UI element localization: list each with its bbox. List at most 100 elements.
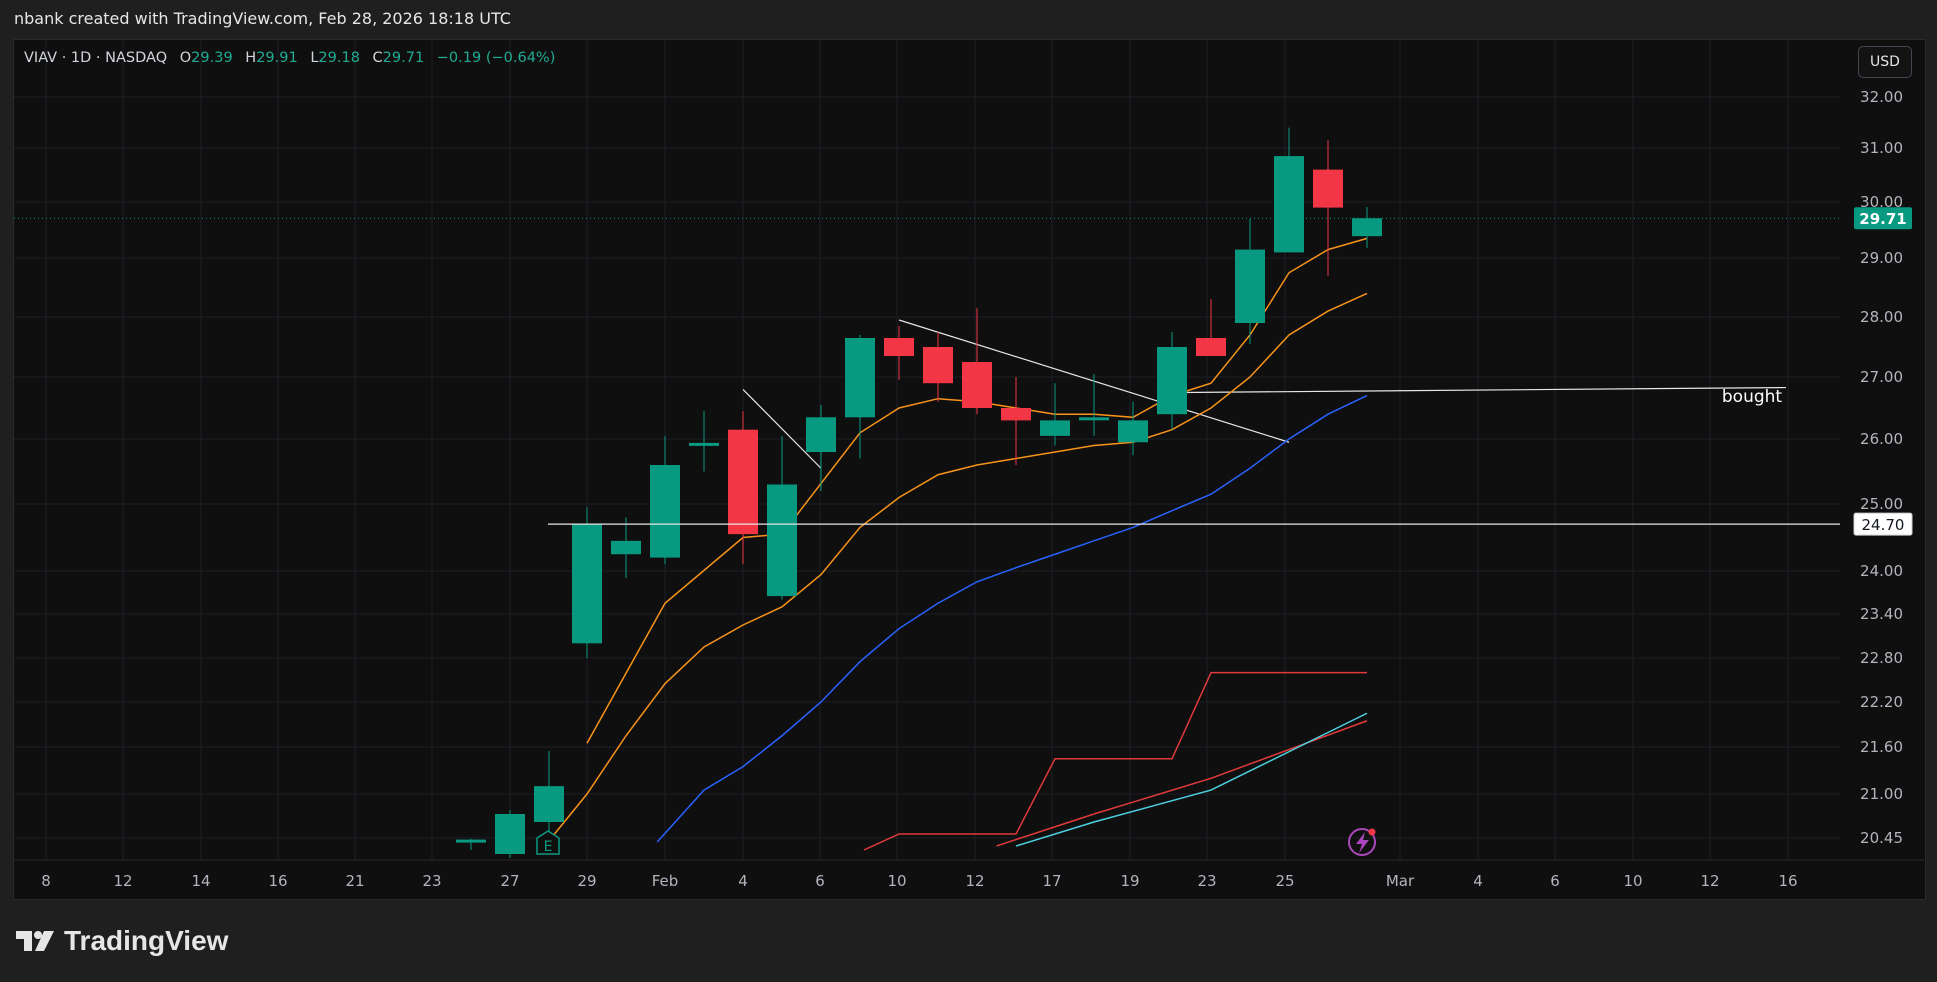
candle: [1313, 140, 1343, 276]
price-tick: 32.00: [1860, 88, 1903, 106]
candle: [1196, 299, 1226, 356]
time-tick: 17: [1042, 872, 1061, 890]
price-tick: 21.60: [1860, 738, 1903, 756]
symbol-name: VIAV · 1D · NASDAQ: [24, 50, 168, 66]
close-label: C: [372, 50, 383, 66]
price-tick: 20.45: [1860, 829, 1903, 847]
time-tick: 29: [577, 872, 596, 890]
candle: [1001, 377, 1031, 465]
candle: [728, 411, 758, 565]
candles: E: [456, 127, 1382, 858]
bought-annotation: bought: [1722, 387, 1783, 407]
low-value: 29.18: [318, 50, 360, 66]
candle: [1274, 127, 1304, 253]
symbol-info: VIAV · 1D · NASDAQ O29.39 H29.91 L29.18 …: [24, 50, 555, 66]
close-value: 29.71: [382, 50, 425, 66]
grid-lines: [14, 40, 1840, 860]
time-tick: 8: [41, 872, 51, 890]
bought-ray-line: [1183, 386, 1787, 394]
time-tick: 19: [1120, 872, 1139, 890]
time-tick: Mar: [1386, 872, 1415, 890]
candle: [456, 838, 486, 850]
flash-icon-bolt: [1356, 832, 1369, 853]
price-tick: 26.00: [1860, 430, 1903, 448]
chart-caption: nbank created with TradingView.com, Feb …: [14, 9, 511, 28]
indicator-red_line: [863, 671, 1367, 851]
candle: [650, 435, 680, 565]
candle-body: [728, 429, 758, 535]
candle-body: [1313, 169, 1343, 208]
time-tick: 25: [1275, 872, 1294, 890]
price-tick: 23.40: [1860, 605, 1903, 623]
earnings-marker-shape: [536, 830, 560, 855]
candle-body: [534, 786, 564, 822]
time-tick: 4: [738, 872, 748, 890]
time-tick: 16: [1778, 872, 1797, 890]
time-tick: 4: [1473, 872, 1483, 890]
candle-body: [923, 347, 953, 384]
candle-body: [689, 442, 719, 446]
price-tick: 22.80: [1860, 649, 1903, 667]
candle-body: [1196, 338, 1226, 356]
high-value: 29.91: [256, 50, 298, 66]
flash-icon: [1348, 828, 1376, 856]
candle-body: [650, 465, 680, 558]
price-tick: 25.00: [1860, 495, 1903, 513]
candle: [689, 411, 719, 472]
candle-body: [1079, 417, 1109, 421]
candle-body: [1001, 408, 1031, 421]
flash-icon-ring: [1348, 828, 1376, 856]
candle-body: [611, 540, 641, 555]
candle: [572, 507, 602, 658]
indicator-ema_slow: [547, 292, 1368, 843]
price-axis: 32.00 31.00 30.00 29.00 28.00 27.00 26.00 25.00…: [1840, 40, 1924, 860]
time-tick: 23: [422, 872, 441, 890]
last-price-label-bg: [1854, 207, 1912, 230]
candle: [806, 404, 836, 491]
chart-panel[interactable]: [13, 39, 1926, 900]
price-labels: 29.71 24.70: [1853, 207, 1913, 536]
price-tick: 31.00: [1860, 139, 1903, 157]
open-value: 29.39: [191, 50, 233, 66]
candle-body: [767, 484, 797, 597]
price-tick: 29.00: [1860, 249, 1903, 267]
candle-body: [845, 338, 875, 418]
low-label: L: [310, 50, 319, 66]
tradingview-brand: TradingView: [64, 925, 229, 956]
price-tick: 21.00: [1860, 785, 1903, 803]
time-axis: 8 12 14 16 21 23 27 29 Feb 4 6 10 12 17 19 23 25 Mar 4 6 10 1…: [14, 859, 1924, 890]
candle: [1040, 383, 1070, 446]
candle-body: [1040, 420, 1070, 436]
time-tick: 10: [887, 872, 906, 890]
candle-body: [884, 338, 914, 356]
candle: [1235, 218, 1265, 344]
trend-line: [742, 388, 822, 469]
indicator-ema_blue: [656, 394, 1368, 843]
tradingview-logo-icon: [16, 931, 54, 951]
time-tick: 23: [1197, 872, 1216, 890]
time-tick: 16: [268, 872, 287, 890]
marked-level-label: 24.70: [1862, 516, 1905, 534]
candle-body: [962, 362, 992, 408]
price-tick: 22.20: [1860, 693, 1903, 711]
candle: [1352, 207, 1382, 248]
currency-button[interactable]: USD: [1858, 46, 1912, 78]
tradingview-logo[interactable]: TradingView: [14, 925, 228, 957]
indicator-lines: [547, 237, 1368, 851]
candle-body: [1157, 347, 1187, 415]
flash-icon-dot: [1368, 828, 1376, 836]
price-axis-bg: [1840, 40, 1924, 860]
candle-body: [495, 814, 525, 854]
time-tick: 21: [345, 872, 364, 890]
marked-level-label-bg: [1853, 512, 1913, 536]
high-label: H: [245, 50, 257, 66]
candle-body: [456, 839, 486, 843]
indicator-cyan_line: [1015, 712, 1368, 847]
time-tick: 12: [1700, 872, 1719, 890]
candle: [495, 810, 525, 858]
time-tick: 6: [1550, 872, 1560, 890]
candle-body: [1274, 156, 1304, 253]
candle-body: [1118, 420, 1148, 443]
horizontal-lines: [14, 217, 1850, 525]
